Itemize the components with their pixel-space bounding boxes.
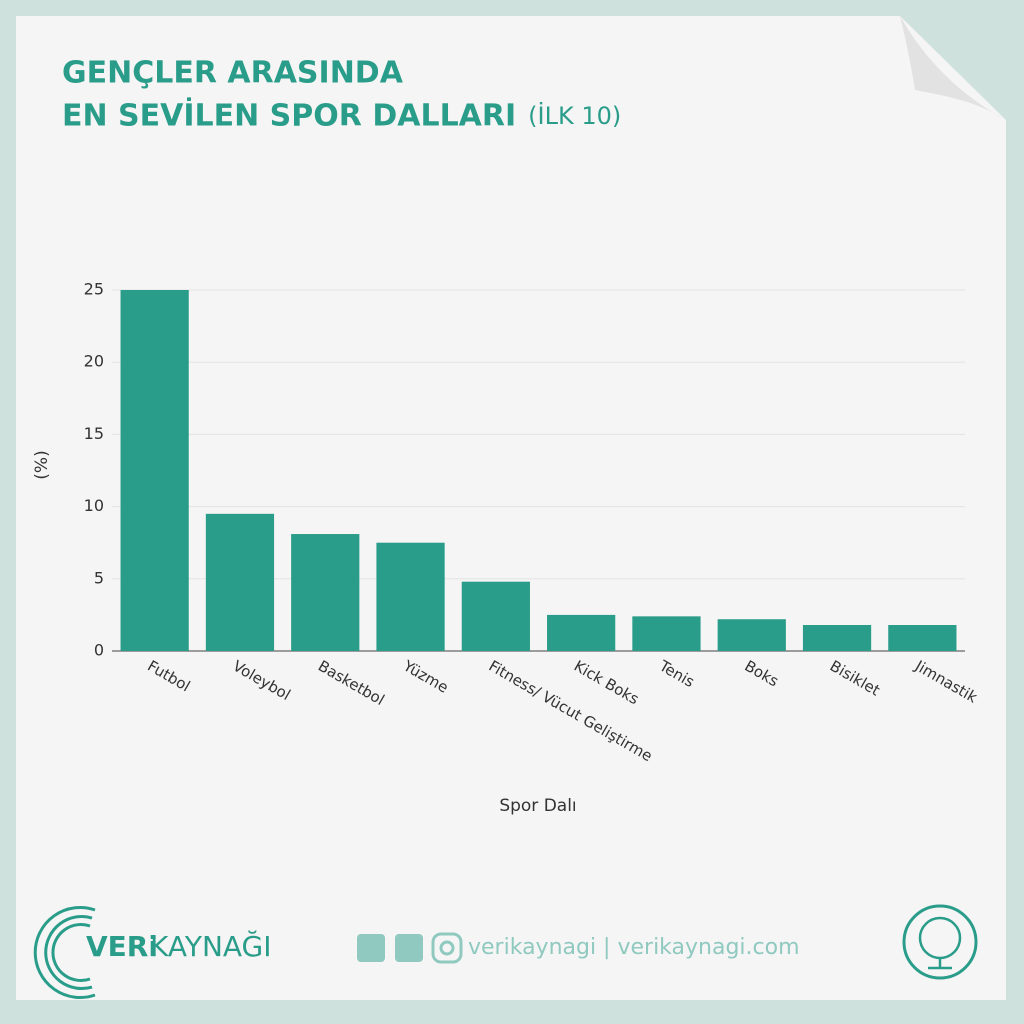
bar (802, 625, 872, 651)
bar (376, 542, 445, 651)
x-axis-label: Spor Dalı (499, 796, 576, 816)
y-tick-label: 0 (94, 641, 104, 660)
bar (461, 581, 530, 651)
logo-text: VERi (86, 930, 158, 963)
y-tick-label: 25 (84, 280, 104, 299)
y-axis-label: (%) (32, 450, 52, 479)
logo: VERi KAYNAĞI (33, 906, 272, 999)
y-tick-label: 20 (84, 352, 104, 371)
bar (291, 534, 360, 651)
bar (547, 614, 616, 651)
social-icons (357, 932, 463, 964)
logo-text: KAYNAĞI (150, 929, 272, 963)
y-tick-label: 15 (84, 424, 104, 443)
bar (717, 619, 786, 651)
y-tick-label: 5 (94, 568, 104, 587)
chart-title: GENÇLER ARASINDA (62, 56, 404, 91)
page-curl (900, 16, 1006, 120)
chart-subtitle: (İLK 10) (528, 101, 621, 130)
globe-icon (902, 904, 978, 980)
bar (120, 290, 189, 651)
social-text: verikaynagi | verikaynagi.com (468, 935, 800, 960)
bar (205, 513, 275, 651)
y-tick-label: 10 (84, 496, 104, 515)
card (16, 16, 1006, 1000)
bar (888, 625, 957, 651)
bar (632, 616, 701, 651)
chart-title: EN SEVİLEN SPOR DALLARI (62, 98, 516, 134)
